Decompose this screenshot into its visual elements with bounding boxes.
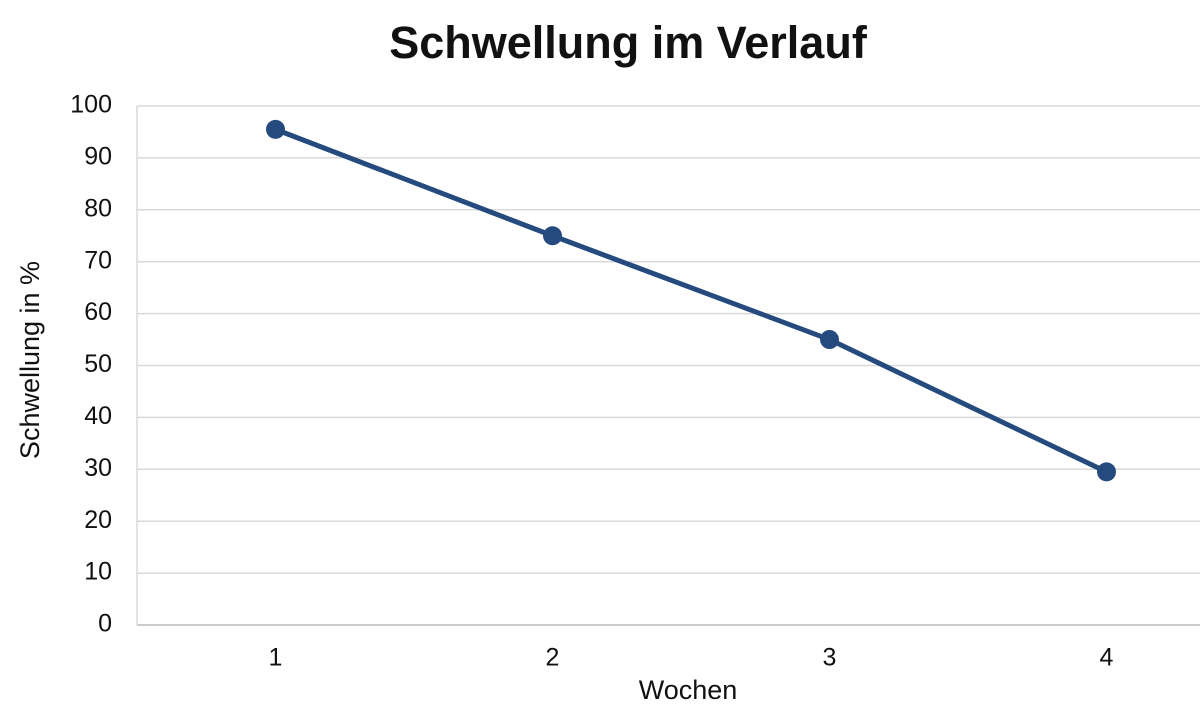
- y-tick-label: 30: [84, 454, 112, 482]
- data-point: [266, 119, 285, 139]
- y-tick-label: 0: [98, 610, 112, 638]
- x-tick-label: 2: [546, 644, 560, 672]
- data-point: [820, 330, 839, 350]
- y-tick-label: 90: [84, 143, 112, 171]
- y-tick-label: 10: [84, 558, 112, 586]
- x-tick-label: 4: [1100, 644, 1114, 672]
- y-tick-label: 40: [84, 402, 112, 430]
- data-point: [543, 226, 562, 246]
- series-line: [274, 127, 1108, 475]
- y-tick-label: 20: [84, 506, 112, 534]
- y-tick-label: 70: [84, 246, 112, 274]
- y-tick-label: 60: [84, 298, 112, 326]
- y-tick-label: 100: [70, 91, 112, 119]
- chart-title: Schwellung im Verlauf: [389, 17, 868, 68]
- y-tick-label: 50: [84, 350, 112, 378]
- y-axis-title: Schwellung in %: [15, 261, 45, 459]
- data-point: [1097, 462, 1116, 482]
- x-tick-label: 3: [823, 644, 837, 672]
- x-tick-label: 1: [269, 644, 283, 672]
- x-axis-title: Wochen: [639, 675, 738, 705]
- y-tick-label: 80: [84, 194, 112, 222]
